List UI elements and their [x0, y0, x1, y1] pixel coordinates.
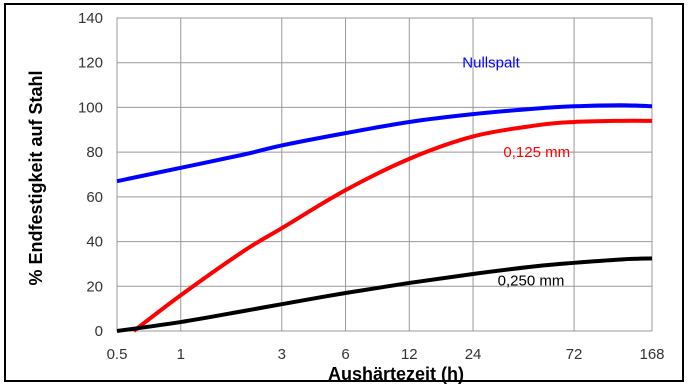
y-tick-label: 0: [95, 323, 103, 340]
x-axis-title: Aushärtezeit (h): [328, 364, 464, 384]
series-label-3: 0,250 mm: [498, 272, 565, 289]
plot-area-border: [116, 17, 653, 332]
series-lines: [116, 103, 653, 333]
y-axis-title: % Endfestigkeit auf Stahl: [26, 70, 46, 285]
series-label-1: Nullspalt: [462, 55, 520, 72]
x-tick-label: 168: [639, 346, 664, 363]
y-tick-label: 60: [86, 189, 103, 206]
x-tick-label: 72: [566, 346, 583, 363]
y-tick-label: 140: [78, 10, 103, 27]
x-tick-label: 1: [177, 346, 185, 363]
x-tick-label: 3: [278, 346, 286, 363]
y-tick-label: 40: [86, 234, 103, 251]
x-tick-label: 24: [465, 346, 482, 363]
x-tick-label: 12: [401, 346, 418, 363]
y-tick-label: 120: [78, 55, 103, 72]
series-line-1: [116, 103, 653, 184]
x-tick-label: 0.5: [107, 346, 128, 363]
x-tick-label: 6: [341, 346, 349, 363]
y-tick-label: 80: [86, 144, 103, 161]
series-labels: Nullspalt 0,125 mm 0,250 mm: [462, 55, 570, 290]
series-line-2: [132, 118, 653, 333]
tick-labels: 0 20 40 60 80 100 120 140 0.5 1 3 6 12 24 72 168: [78, 10, 665, 363]
series-line-3: [116, 256, 653, 333]
y-tick-label: 100: [78, 99, 103, 116]
y-tick-label: 20: [86, 278, 103, 295]
series-label-2: 0,125 mm: [503, 144, 570, 161]
